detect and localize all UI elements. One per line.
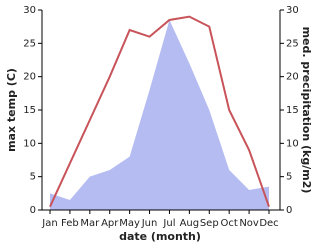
x-tick-label: Nov [239, 218, 259, 229]
y2-axis-title: med. precipitation (kg/m2) [300, 27, 313, 194]
y2-tick-label: 20 [286, 72, 299, 83]
y2-tick-label: 5 [286, 172, 292, 183]
y-tick-label: 0 [30, 205, 36, 216]
x-tick-label: Jan [41, 218, 57, 229]
y-tick-label: 30 [23, 5, 36, 16]
y2-tick-label: 0 [286, 205, 292, 216]
x-tick-label: Apr [101, 218, 119, 229]
x-tick-label: Dec [259, 218, 278, 229]
x-tick-label: Sep [200, 218, 219, 229]
y-tick-label: 10 [23, 138, 36, 149]
y-tick-label: 15 [23, 105, 36, 116]
y2-tick-label: 25 [286, 38, 299, 49]
x-tick-label: Aug [180, 218, 200, 229]
y2-tick-label: 30 [286, 5, 299, 16]
y-tick-label: 5 [30, 172, 36, 183]
x-tick-label: Oct [221, 218, 238, 229]
temp-line [49, 15, 270, 208]
x-axis-title: date (month) [119, 230, 201, 243]
y-axis-title: max temp (C) [5, 68, 18, 152]
x-tick-label: Jul [162, 218, 175, 229]
x-tick-label: Mar [80, 218, 100, 229]
precipitation-area [50, 20, 269, 210]
x-tick-label: Jun [141, 218, 158, 229]
x-tick-label: Feb [61, 218, 79, 229]
y-tick-label: 25 [23, 38, 36, 49]
y2-tick-label: 15 [286, 105, 299, 116]
x-tick-label: May [119, 218, 140, 229]
y-tick-label: 20 [23, 72, 36, 83]
y2-tick-label: 10 [286, 138, 299, 149]
